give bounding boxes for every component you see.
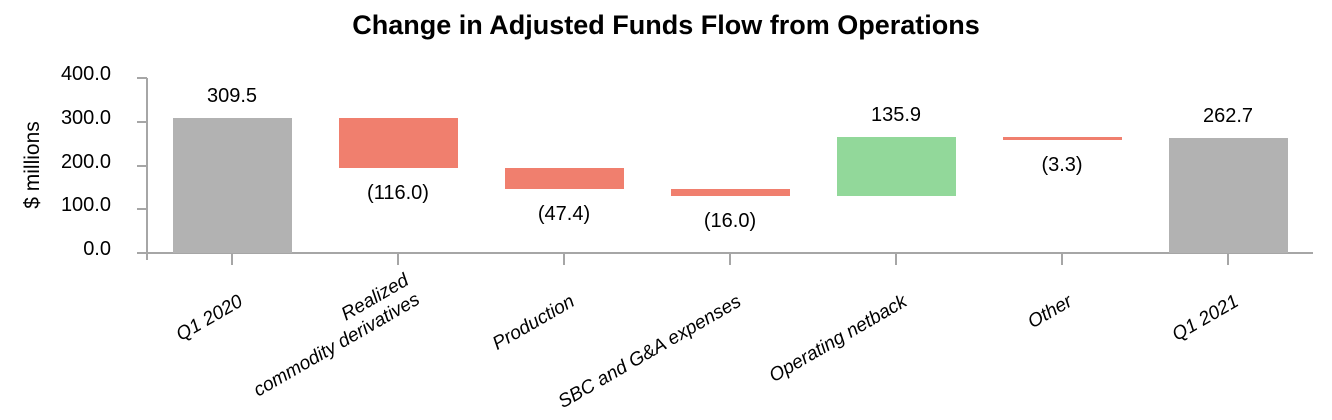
x-axis-tick [1227, 254, 1229, 265]
waterfall-bar-q1-2020 [172, 117, 292, 253]
y-axis-tick-label: 100.0 [60, 194, 111, 217]
x-axis-tick [1061, 254, 1063, 265]
y-axis-tick [137, 252, 147, 254]
x-axis-tick [563, 254, 565, 265]
y-axis-line [146, 78, 148, 260]
waterfall-bar-q1-2021 [1168, 138, 1288, 253]
x-axis-label-realized-commodity-derivatives: Realized commodity derivatives [250, 270, 424, 402]
x-axis-tick [895, 254, 897, 265]
x-axis-label-q1-2021: Q1 2021 [1168, 291, 1243, 346]
x-axis-tick [397, 254, 399, 265]
x-axis-label-q1-2020: Q1 2020 [172, 291, 247, 346]
x-axis-label-production: Production [489, 291, 579, 355]
y-axis-tick-label: 200.0 [60, 150, 111, 173]
y-axis-tick-label: 400.0 [60, 63, 111, 85]
bar-value-label-q1-2020: 309.5 [206, 84, 258, 107]
waterfall-bar-realized-commodity-derivatives [338, 117, 458, 169]
y-axis-tick [137, 208, 147, 211]
bar-value-label-realized-commodity-derivatives: (116.0) [367, 182, 429, 205]
bar-value-label-production: (47.4) [537, 203, 591, 226]
x-axis-label-sbc-and-g-a-expenses: SBC and G&A expenses [554, 291, 745, 413]
bar-value-label-operating-netback: 135.9 [870, 103, 922, 126]
waterfall-bar-operating-netback [836, 136, 956, 197]
y-axis-tick [137, 77, 147, 79]
x-axis-tick [231, 254, 233, 265]
x-axis-line [147, 252, 1313, 254]
chart-title: Change in Adjusted Funds Flow from Opera… [352, 10, 980, 40]
y-axis-tick-label: 0.0 [83, 238, 111, 260]
x-axis-tick [729, 254, 731, 265]
bar-value-label-sbc-and-g-a-expenses: (16.0) [703, 210, 757, 233]
y-axis-tick [137, 164, 147, 167]
bar-value-label-other: (3.3) [1041, 153, 1083, 176]
bar-value-label-q1-2021: 262.7 [1202, 105, 1254, 128]
waterfall-bar-production [504, 168, 624, 190]
x-axis-label-other: Other [1024, 291, 1077, 333]
y-axis-tick-label: 300.0 [60, 106, 111, 129]
waterfall-bar-sbc-and-g-a-expenses [670, 189, 790, 197]
waterfall-bar-other [1002, 136, 1122, 140]
x-axis-label-operating-netback: Operating netback [765, 291, 911, 387]
y-axis-tick [137, 120, 147, 123]
